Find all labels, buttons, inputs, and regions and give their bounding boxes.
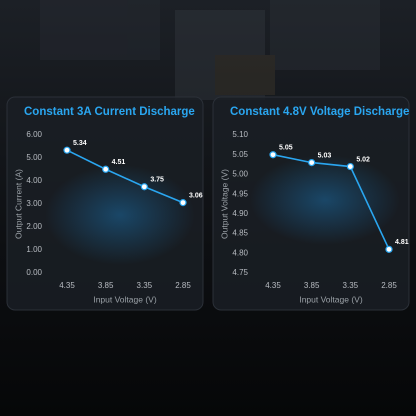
x-tick-label: 3.35 xyxy=(137,281,153,290)
y-tick-label: 5.00 xyxy=(26,153,42,162)
x-tick-label: 2.85 xyxy=(381,281,397,290)
point xyxy=(179,199,187,207)
value-label: 5.05 xyxy=(279,145,293,152)
x-tick-label: 4.35 xyxy=(265,281,281,290)
x-axis-label: Input Voltage (V) xyxy=(93,294,156,304)
chart-title: Constant 4.8V Voltage Discharge xyxy=(230,106,409,118)
glow xyxy=(45,165,195,265)
y-tick-label: 5.05 xyxy=(232,150,248,159)
point xyxy=(102,165,110,173)
background-device xyxy=(40,0,380,100)
y-tick-label: 5.10 xyxy=(232,130,248,139)
x-axis-label: Input Voltage (V) xyxy=(299,294,362,304)
y-tick-label: 2.00 xyxy=(26,222,42,231)
y-tick-label: 3.00 xyxy=(26,199,42,208)
point xyxy=(346,162,354,171)
y-tick-label: 4.95 xyxy=(232,189,248,198)
y-tick-label: 4.80 xyxy=(232,248,248,257)
x-tick-label: 3.85 xyxy=(304,281,320,290)
x-tick-label: 3.85 xyxy=(98,281,114,290)
value-label: 3.75 xyxy=(150,177,164,184)
value-label: 5.34 xyxy=(73,140,87,147)
y-tick-label: 5.00 xyxy=(232,170,248,179)
point xyxy=(308,159,316,167)
chart-title: Constant 3A Current Discharge xyxy=(24,106,195,118)
point xyxy=(269,151,277,159)
value-label: 4.51 xyxy=(112,159,126,166)
y-tick-label: 4.90 xyxy=(232,209,248,218)
y-tick-label: 1.00 xyxy=(26,245,42,254)
value-label: 5.02 xyxy=(356,156,370,163)
y-tick-label: 0.00 xyxy=(26,268,42,277)
x-tick-label: 4.35 xyxy=(59,281,75,290)
x-tick-label: 3.35 xyxy=(343,281,359,290)
x-tick-label: 2.85 xyxy=(175,281,191,290)
value-label: 5.03 xyxy=(318,152,332,159)
y-tick-label: 4.00 xyxy=(26,176,42,185)
y-tick-label: 4.75 xyxy=(232,268,248,277)
y-axis-label: Output Current (A) xyxy=(13,169,23,239)
line xyxy=(272,153,390,250)
y-axis-label: Output Voltage (V) xyxy=(219,169,229,239)
value-label: 4.81 xyxy=(395,239,409,246)
point xyxy=(385,245,393,253)
point xyxy=(140,183,148,191)
line xyxy=(66,149,184,204)
value-label: 3.06 xyxy=(189,192,203,199)
point xyxy=(63,146,71,154)
y-tick-label: 4.85 xyxy=(232,229,248,238)
y-tick-label: 6.00 xyxy=(26,130,42,139)
glow xyxy=(250,155,400,245)
